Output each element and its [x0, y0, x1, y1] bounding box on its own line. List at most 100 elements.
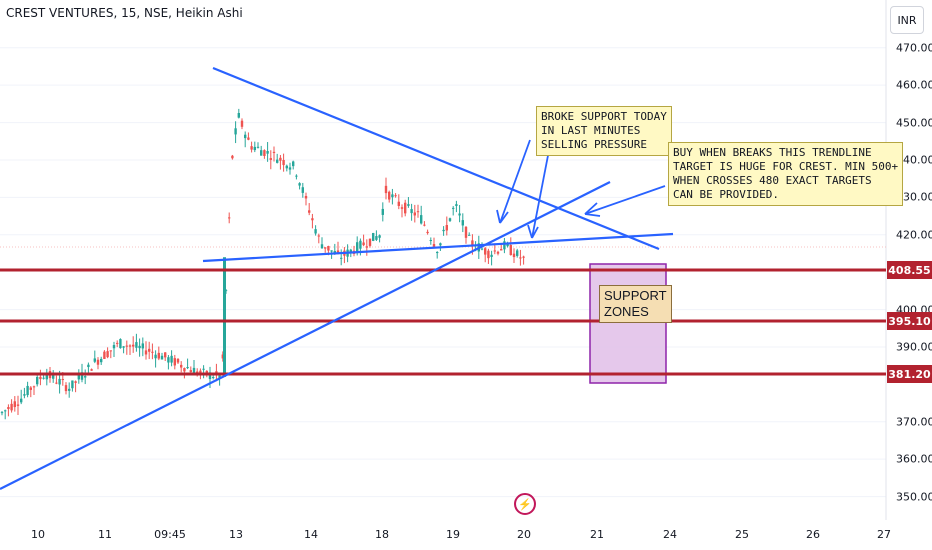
candle-down	[176, 358, 180, 363]
arrowhead	[584, 213, 601, 217]
candle-down	[16, 404, 20, 406]
candle-down	[7, 407, 10, 410]
candle-down	[189, 370, 192, 373]
x-tick-label: 26	[806, 528, 820, 541]
x-tick-label: 25	[735, 528, 749, 541]
candle-up	[349, 249, 352, 253]
annotation-buy-trendline[interactable]: BUY WHEN BREAKS THIS TRENDLINE TARGET IS…	[668, 142, 904, 206]
candle-up	[292, 161, 295, 167]
candle-down	[272, 151, 276, 153]
candle-up	[442, 229, 445, 232]
candle-down	[106, 351, 109, 358]
x-tick-label: 18	[375, 528, 389, 541]
candle-up	[0, 412, 4, 414]
lightning-icon[interactable]: ⚡	[514, 493, 536, 515]
candle-up	[208, 372, 212, 379]
candle-up	[4, 410, 7, 412]
candle-up	[429, 240, 432, 242]
candle-up	[420, 215, 423, 224]
candle-down	[512, 253, 516, 258]
candle-down	[199, 370, 202, 374]
candle-up	[192, 367, 196, 375]
candle-down	[247, 137, 250, 140]
candle-up	[468, 234, 471, 236]
candle-up	[58, 378, 61, 385]
candles	[0, 108, 525, 420]
y-tick-label: 390.00	[896, 340, 932, 354]
candle-up	[506, 243, 509, 247]
candle-down	[221, 354, 224, 359]
candle-up	[77, 374, 80, 380]
candle-down	[148, 348, 151, 352]
candle-down	[157, 352, 160, 359]
candle-down	[125, 345, 128, 347]
x-tick-label: 24	[663, 528, 677, 541]
candle-down	[487, 250, 490, 259]
candle-down	[282, 159, 285, 166]
candle-down	[32, 386, 36, 388]
candle-down	[432, 244, 436, 247]
candle-down	[471, 240, 474, 247]
currency-button[interactable]: INR	[890, 6, 924, 34]
candle-down	[180, 364, 183, 368]
candle-down	[55, 382, 58, 384]
candle-up	[234, 128, 237, 135]
candle-up	[490, 254, 493, 257]
candle-up	[314, 229, 317, 234]
candle-down	[64, 385, 68, 392]
candle-up	[266, 151, 269, 154]
candle-up	[237, 113, 240, 118]
candle-down	[96, 359, 100, 365]
x-tick-label: 14	[304, 528, 318, 541]
candle-up	[458, 213, 461, 216]
candle-down	[103, 351, 106, 359]
candle-down	[368, 238, 372, 246]
candle-up	[301, 187, 304, 193]
candle-up	[71, 380, 74, 389]
candle-up	[480, 248, 484, 250]
candle-up	[87, 364, 90, 368]
candle-down	[109, 350, 112, 352]
candle-down	[362, 242, 365, 246]
price-level-tag[interactable]: 395.10	[887, 312, 932, 330]
x-tick-label: 09:45	[154, 528, 186, 541]
candle-up	[288, 167, 292, 170]
candle-up	[212, 377, 215, 379]
support-zones-label[interactable]: SUPPORT ZONES	[599, 285, 672, 323]
x-tick-label: 19	[446, 528, 460, 541]
y-tick-label: 430.00	[896, 190, 932, 204]
candle-down	[324, 247, 327, 249]
annotation-broke-support[interactable]: BROKE SUPPORT TODAY IN LAST MINUTES SELL…	[536, 106, 672, 156]
arrowhead	[584, 202, 598, 215]
candle-up	[516, 250, 519, 256]
y-tick-label: 420.00	[896, 228, 932, 242]
candle-up	[170, 355, 173, 363]
x-tick-label: 13	[229, 528, 243, 541]
candle-up	[112, 345, 116, 349]
candle-down	[279, 157, 282, 161]
candle-down	[231, 155, 234, 159]
candle-up	[340, 257, 343, 259]
candle-up	[407, 204, 410, 206]
candle-down	[269, 158, 272, 160]
candle-up	[141, 343, 144, 349]
price-level-tag[interactable]: 381.20	[887, 365, 932, 383]
x-tick-label: 21	[590, 528, 604, 541]
candle-up	[295, 175, 298, 177]
price-level-tag[interactable]: 408.55	[887, 261, 932, 279]
y-tick-label: 450.00	[896, 116, 932, 130]
candle-up	[45, 375, 48, 380]
candle-up	[448, 218, 452, 221]
candle-up	[330, 250, 333, 252]
candle-down	[61, 379, 64, 381]
candle-up	[260, 150, 263, 156]
candle-down	[416, 211, 420, 213]
x-tick-label: 10	[31, 528, 45, 541]
arrowhead	[496, 209, 501, 224]
candle-down	[304, 195, 308, 199]
candle-up	[52, 374, 55, 379]
candle-down	[500, 249, 503, 251]
candle-down	[151, 351, 154, 353]
